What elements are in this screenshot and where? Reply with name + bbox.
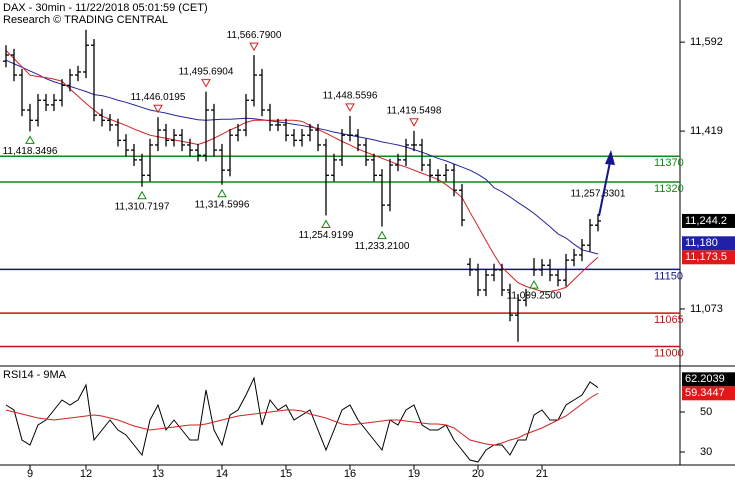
price-tag — [682, 250, 735, 265]
low-marker — [321, 219, 331, 228]
price-tag-label: 59.3447 — [685, 387, 725, 399]
low-marker — [529, 280, 539, 289]
high-label: 11,566.7900 — [227, 30, 282, 41]
high-marker — [201, 79, 211, 88]
plot: 11370 11320 11150 11065 11000 11,592 11,419 11,… — [0, 30, 723, 480]
low-label: 11,310.7197 — [115, 201, 170, 212]
level-label: 11150 — [654, 270, 683, 282]
low-label: 11,254.9199 — [299, 230, 354, 241]
low-label: 11,314.5996 — [195, 199, 250, 210]
y-tick-label: 11,419 — [690, 125, 723, 137]
y-tick-label: 11,592 — [690, 36, 723, 48]
price-tag — [682, 213, 735, 228]
low-marker — [137, 190, 147, 200]
x-tick-label: 12 — [80, 468, 92, 480]
y-tick-label: 30 — [700, 446, 712, 458]
price-tag — [682, 386, 735, 401]
x-tick-label: 21 — [536, 468, 548, 480]
high-marker — [345, 103, 355, 112]
low-marker — [377, 230, 387, 240]
level-label: 11000 — [654, 347, 684, 359]
x-tick-label: 15 — [280, 468, 292, 480]
forecast-arrow — [598, 161, 611, 217]
high-label: 11,419.5498 — [387, 105, 442, 116]
high-marker — [249, 42, 259, 52]
high-label: 11,448.5596 — [323, 91, 378, 102]
price-tag — [682, 372, 735, 387]
high-marker — [409, 118, 419, 127]
price-tag — [682, 236, 735, 251]
low-label: 11,418.3496 — [3, 146, 58, 157]
line-series — [5, 392, 599, 446]
price-tag-label: 11,173.5 — [685, 251, 727, 263]
high-marker — [153, 104, 163, 114]
price-tag-label: 11,244.2 — [685, 215, 727, 227]
x-tick-label: 19 — [408, 468, 420, 480]
high-label: 11,446.0195 — [131, 92, 186, 103]
level-label: 11320 — [654, 183, 684, 195]
x-tick-label: 13 — [152, 468, 164, 480]
x-tick-label: 14 — [216, 468, 228, 480]
line-series — [5, 376, 599, 463]
high-label: 11,495.6904 — [179, 66, 234, 77]
low-marker — [25, 135, 35, 144]
price-tag-label: 62.2039 — [685, 373, 725, 385]
level-label: 11370 — [654, 157, 684, 169]
price-tag-label: 11,180 — [685, 237, 718, 249]
x-tick-label: 9 — [27, 468, 33, 480]
line-series — [5, 59, 599, 255]
y-tick-label: 11,073 — [690, 303, 723, 315]
rsi-title: RSI14 - 9MA — [3, 369, 67, 381]
low-marker — [217, 188, 227, 198]
high-label: 11,257.8301 — [571, 189, 626, 200]
line-series — [5, 50, 599, 292]
low-label: 11,233.2100 — [355, 241, 410, 252]
x-tick-label: 16 — [344, 468, 356, 480]
arrow-head — [605, 150, 615, 165]
x-tick-label: 20 — [472, 468, 484, 480]
y-tick-label: 50 — [700, 406, 712, 418]
low-label: 11,009.2500 — [507, 291, 562, 302]
chart-title: DAX - 30min - 11/22/2018 05:01:59 (CET) — [3, 2, 208, 14]
source: Research © TRADING CENTRAL — [3, 14, 168, 26]
level-label: 11065 — [654, 314, 684, 326]
